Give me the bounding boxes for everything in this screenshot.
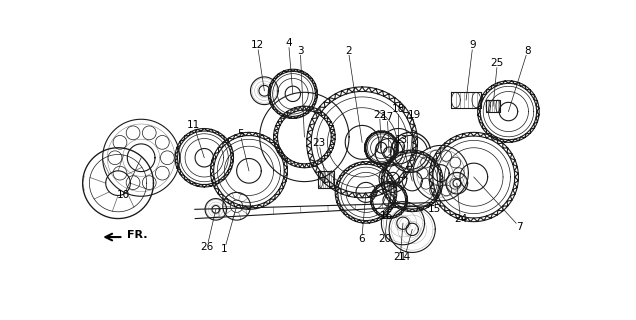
Text: 3: 3 xyxy=(297,46,303,56)
Text: 24: 24 xyxy=(453,213,467,224)
Text: 13: 13 xyxy=(395,135,408,145)
Text: 20: 20 xyxy=(378,234,391,244)
Text: 5: 5 xyxy=(237,129,244,139)
Text: 11: 11 xyxy=(187,120,200,130)
Text: 21: 21 xyxy=(394,252,407,262)
Text: 19: 19 xyxy=(408,110,421,120)
Text: 17: 17 xyxy=(381,112,394,122)
Text: 26: 26 xyxy=(200,242,214,252)
Text: 15: 15 xyxy=(428,204,441,213)
Text: 12: 12 xyxy=(251,40,264,50)
Text: 1: 1 xyxy=(221,244,228,254)
Text: 4: 4 xyxy=(286,38,292,48)
Text: 18: 18 xyxy=(392,104,405,114)
Text: 2: 2 xyxy=(345,46,352,56)
Text: 9: 9 xyxy=(469,40,476,50)
Text: 22: 22 xyxy=(373,110,386,120)
Text: 8: 8 xyxy=(524,46,531,56)
Text: 23: 23 xyxy=(312,138,326,148)
Text: 16: 16 xyxy=(380,211,394,221)
Text: 6: 6 xyxy=(359,234,365,244)
Text: 7: 7 xyxy=(516,222,523,232)
Text: 10: 10 xyxy=(117,190,130,200)
Text: 14: 14 xyxy=(398,252,411,262)
Text: 25: 25 xyxy=(491,58,504,68)
Text: FR.: FR. xyxy=(127,230,148,240)
